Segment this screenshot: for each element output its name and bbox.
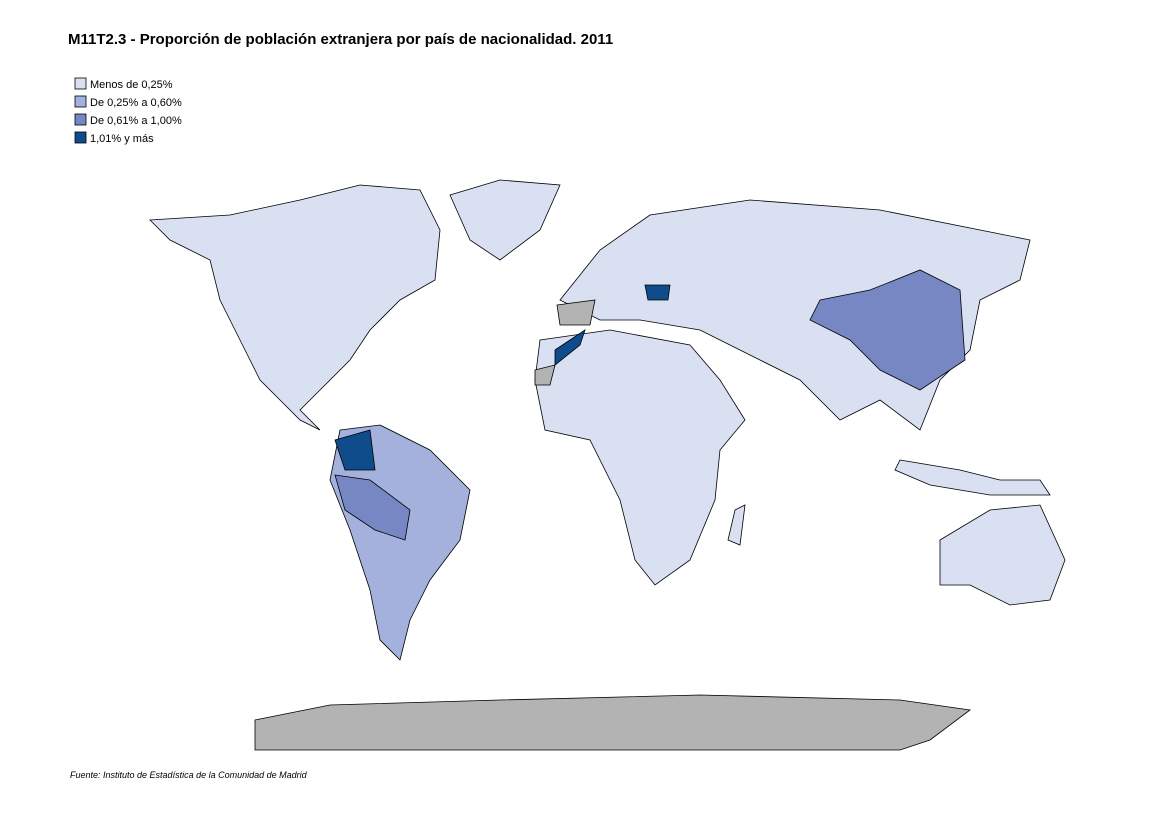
colombia: [334, 429, 376, 471]
morocco: [554, 329, 586, 366]
spain: [556, 299, 596, 326]
legend-label: De 0,61% a 1,00%: [90, 115, 182, 127]
romania: [644, 284, 671, 301]
legend: Menos de 0,25% De 0,25% a 0,60% De 0,61% a…: [74, 77, 182, 145]
map-title: M11T2.3 - Proporción de población extran…: [68, 31, 613, 48]
legend-swatch: [74, 113, 87, 126]
peru-bolivia: [334, 474, 411, 541]
china: [809, 269, 966, 391]
source-note: Fuente: Instituto de Estadística de la C…: [70, 770, 308, 780]
western-sahara: [534, 364, 556, 386]
legend-label: De 0,25% a 0,60%: [90, 97, 182, 109]
madagascar: [727, 504, 746, 546]
world-map: [149, 179, 1066, 751]
legend-label: 1,01% y más: [90, 133, 154, 145]
africa: [534, 329, 746, 586]
legend-label: Menos de 0,25%: [90, 79, 173, 91]
antarctica: [254, 694, 972, 751]
legend-swatch: [74, 131, 87, 144]
indonesia: [894, 459, 1051, 496]
australia: [939, 504, 1066, 606]
greenland: [449, 179, 561, 261]
north-america: [149, 184, 441, 431]
legend-swatch: [74, 77, 87, 90]
legend-swatch: [74, 95, 87, 108]
